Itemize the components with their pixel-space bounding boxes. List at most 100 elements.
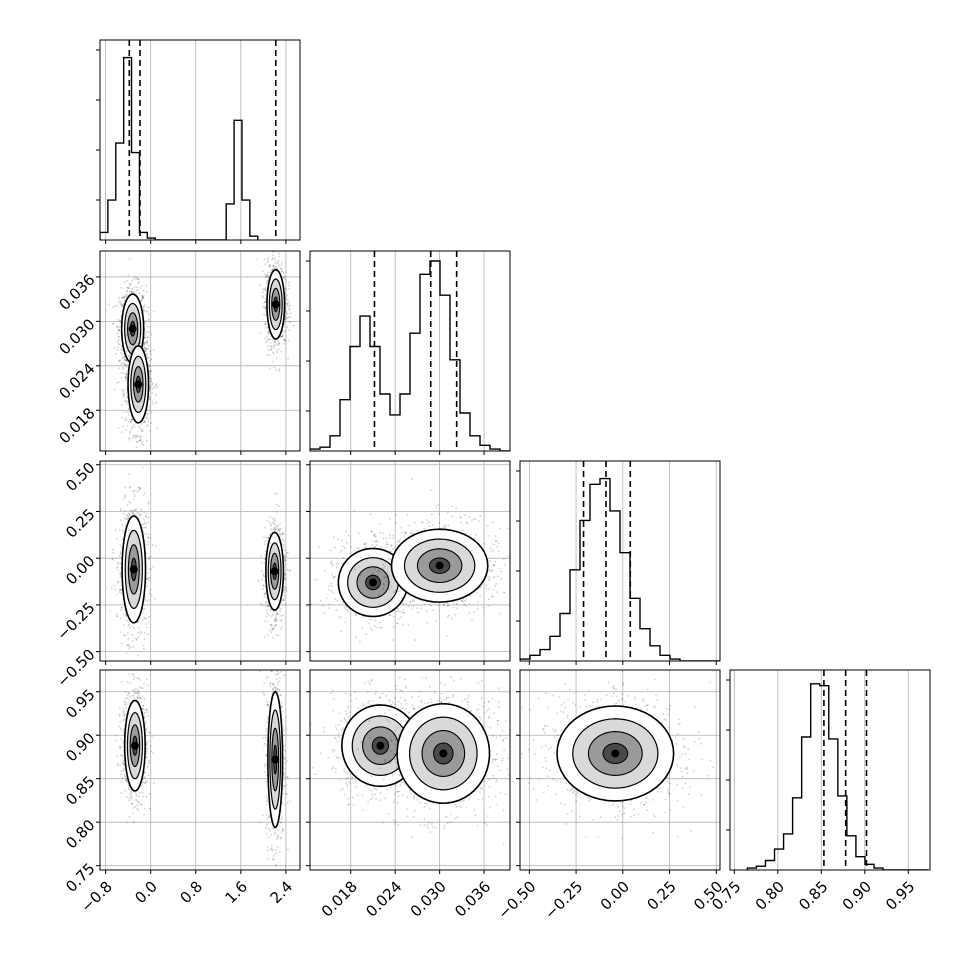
sample-point <box>138 322 140 324</box>
sample-point <box>133 342 135 344</box>
sample-point <box>147 541 149 543</box>
sample-point <box>122 353 124 355</box>
sample-point <box>146 325 148 327</box>
sample-point <box>117 570 119 572</box>
sample-point <box>286 295 288 297</box>
sample-point <box>284 578 286 580</box>
sample-point <box>114 589 116 591</box>
sample-point <box>149 350 151 352</box>
sample-point <box>134 286 136 288</box>
sample-point <box>375 536 377 538</box>
sample-point <box>270 345 272 347</box>
density-peak <box>134 380 142 388</box>
sample-point <box>267 272 269 274</box>
sample-point <box>155 394 157 396</box>
sample-point <box>119 343 121 345</box>
sample-point <box>152 401 154 403</box>
sample-point <box>281 602 283 604</box>
sample-point <box>264 263 266 265</box>
sample-point <box>277 634 279 636</box>
sample-point <box>263 536 265 538</box>
sample-point <box>136 511 138 513</box>
sample-point <box>141 333 143 335</box>
sample-point <box>331 574 333 576</box>
sample-point <box>272 637 274 639</box>
sample-point <box>126 504 128 506</box>
sample-point <box>279 611 281 613</box>
sample-point <box>142 430 144 432</box>
sample-point <box>264 592 266 594</box>
sample-point <box>283 272 285 274</box>
sample-point <box>131 419 133 421</box>
sample-point <box>112 552 114 554</box>
sample-point <box>149 599 151 601</box>
sample-point <box>154 387 156 389</box>
sample-point <box>331 590 333 592</box>
panel-1-0 <box>96 227 300 460</box>
sample-point <box>326 597 328 599</box>
sample-point <box>392 639 394 641</box>
sample-point <box>123 296 125 298</box>
sample-point <box>130 336 132 338</box>
sample-point <box>126 350 128 352</box>
sample-point <box>143 648 145 650</box>
sample-point <box>279 531 281 533</box>
sample-point <box>272 351 274 353</box>
sample-point <box>147 572 149 574</box>
sample-point <box>265 605 267 607</box>
sample-point <box>146 343 148 345</box>
sample-point <box>392 549 394 551</box>
sample-point <box>145 623 147 625</box>
sample-point <box>148 616 150 618</box>
sample-point <box>129 285 131 287</box>
sample-point <box>132 348 134 350</box>
sample-point <box>341 550 343 552</box>
sample-point <box>149 556 151 558</box>
sample-point <box>269 522 271 524</box>
sample-point <box>128 512 130 514</box>
sample-point <box>386 544 388 546</box>
sample-point <box>126 364 128 366</box>
sample-point <box>395 522 397 524</box>
sample-point <box>141 443 143 445</box>
sample-point <box>142 612 144 614</box>
sample-point <box>145 544 147 546</box>
sample-point <box>263 562 265 564</box>
sample-point <box>150 386 152 388</box>
sample-point <box>128 439 130 441</box>
sample-point <box>147 536 149 538</box>
sample-point <box>118 335 120 337</box>
sample-point <box>126 295 128 297</box>
sample-point <box>276 619 278 621</box>
sample-point <box>126 417 128 419</box>
sample-point <box>262 292 264 294</box>
sample-point <box>276 634 278 636</box>
sample-point <box>124 359 126 361</box>
sample-point <box>146 425 148 427</box>
sample-point <box>285 589 287 591</box>
sample-point <box>117 563 119 565</box>
sample-point <box>123 356 125 358</box>
sample-point <box>276 357 278 359</box>
sample-point <box>268 265 270 267</box>
sample-point <box>278 348 280 350</box>
sample-point <box>263 584 265 586</box>
sample-point <box>121 346 123 348</box>
sample-point <box>135 436 137 438</box>
sample-point <box>140 633 142 635</box>
sample-point <box>278 505 280 507</box>
sample-point <box>147 543 149 545</box>
sample-point <box>331 585 333 587</box>
sample-point <box>151 381 153 383</box>
sample-point <box>414 639 416 641</box>
sample-point <box>124 510 126 512</box>
sample-point <box>280 528 282 530</box>
sample-point <box>129 283 131 285</box>
sample-point <box>267 276 269 278</box>
sample-point <box>132 626 134 628</box>
sample-point <box>136 508 138 510</box>
sample-point <box>264 636 266 638</box>
sample-point <box>389 614 391 616</box>
sample-point <box>357 547 359 549</box>
sample-point <box>264 620 266 622</box>
